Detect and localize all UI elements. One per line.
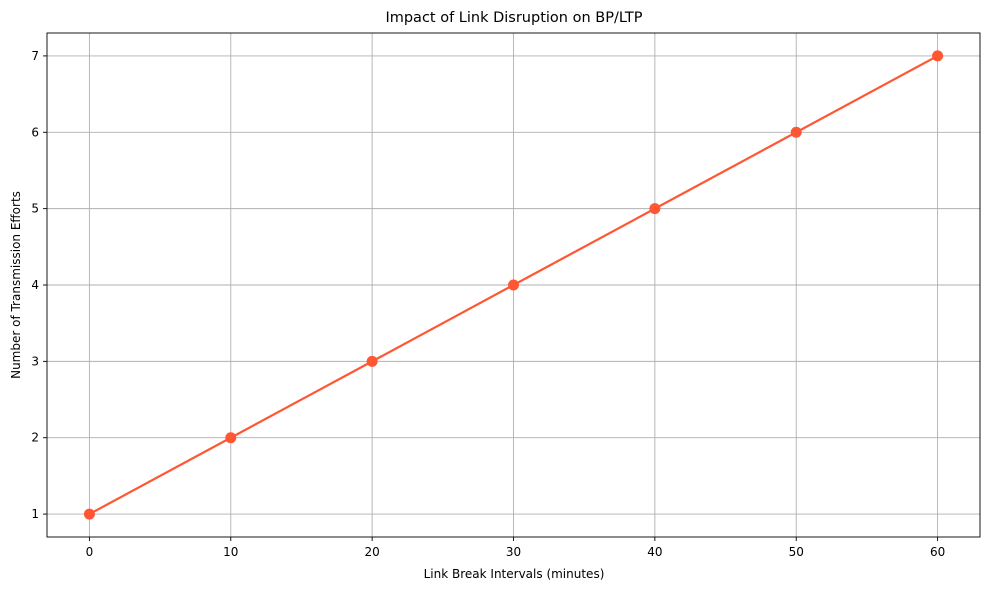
x-axis-label: Link Break Intervals (minutes) — [424, 567, 605, 581]
x-tick-label: 30 — [506, 545, 521, 559]
y-tick-label: 4 — [31, 278, 39, 292]
data-point — [790, 126, 802, 138]
y-tick-label: 2 — [31, 431, 39, 445]
y-tick-label: 7 — [31, 49, 39, 63]
grid-lines — [47, 33, 980, 537]
data-point — [83, 508, 95, 520]
data-point — [366, 355, 378, 367]
y-axis-label: Number of Transmission Efforts — [9, 191, 23, 379]
x-tick-label: 0 — [86, 545, 94, 559]
y-tick-label: 1 — [31, 507, 39, 521]
x-tick-label: 10 — [223, 545, 238, 559]
series-layer — [83, 50, 944, 520]
x-tick-label: 20 — [364, 545, 379, 559]
data-point — [649, 203, 661, 215]
chart-title: Impact of Link Disruption on BP/LTP — [385, 10, 642, 26]
data-point — [225, 432, 237, 444]
x-tick-label: 40 — [647, 545, 662, 559]
y-tick-label: 3 — [31, 354, 39, 368]
x-tick-label: 60 — [930, 545, 945, 559]
ticks: 0 10 20 30 40 50 60 1 2 3 4 5 6 7 — [31, 49, 945, 559]
data-point — [932, 50, 944, 62]
y-tick-label: 5 — [31, 202, 39, 216]
x-tick-label: 50 — [789, 545, 804, 559]
y-tick-label: 6 — [31, 125, 39, 139]
data-point — [508, 279, 519, 291]
